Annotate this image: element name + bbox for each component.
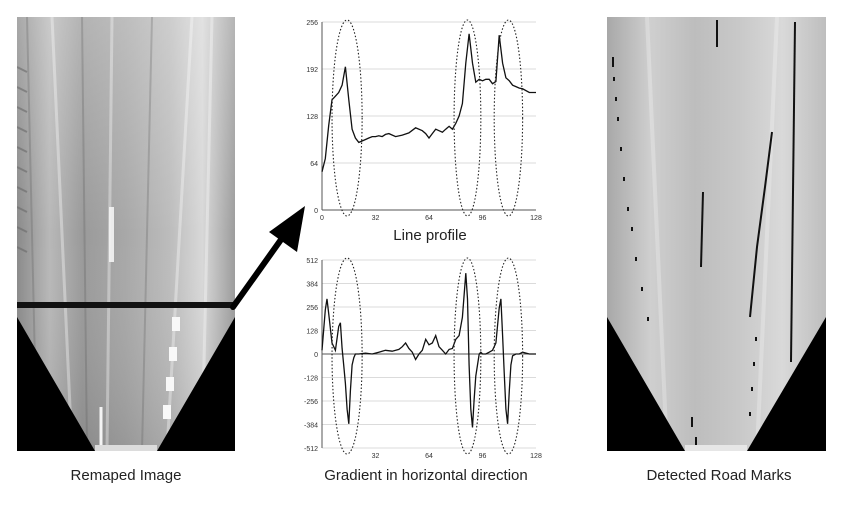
- highlight-ellipse: [453, 257, 482, 455]
- arrow: [230, 206, 305, 310]
- highlight-ellipse: [453, 19, 482, 217]
- y-tick-label: 64: [310, 161, 318, 168]
- x-tick-label: 32: [372, 215, 380, 222]
- x-tick-label: 64: [425, 453, 433, 460]
- data-line: [321, 33, 536, 172]
- remapped-image: [17, 17, 235, 451]
- x-tick-label: 96: [479, 215, 487, 222]
- x-tick-label: 0: [320, 215, 324, 222]
- gradient-caption: Gradient in horizontal direction: [324, 467, 528, 484]
- x-tick-label: 128: [530, 215, 542, 222]
- x-tick-label: 96: [479, 453, 487, 460]
- x-tick-label: 128: [530, 453, 542, 460]
- line-profile-title: Line profile: [393, 227, 467, 244]
- y-tick-label: -256: [304, 399, 318, 406]
- x-tick-label: 64: [425, 215, 433, 222]
- y-tick-label: 256: [306, 20, 318, 27]
- y-tick-label: -384: [304, 423, 318, 430]
- highlight-ellipse: [331, 19, 363, 217]
- remapped-image-caption: Remaped Image: [70, 467, 182, 484]
- line-profile-chart: 0 64 128 192 256 0 32 64 96 128: [306, 19, 542, 222]
- detected-road-marks-caption: Detected Road Marks: [646, 467, 792, 484]
- data-line: [321, 273, 536, 428]
- highlight-ellipse: [493, 19, 524, 217]
- y-tick-label: 256: [306, 305, 318, 312]
- y-tick-label: -128: [304, 376, 318, 383]
- y-tick-label: 512: [306, 258, 318, 265]
- highlight-ellipse: [493, 257, 524, 455]
- highlight-ellipse: [331, 257, 363, 455]
- gradient-chart: 512 384 256 128 0 -128 -256 -384 -512 32 64 96 128: [304, 257, 542, 460]
- y-tick-label: 0: [314, 352, 318, 359]
- y-tick-label: 128: [306, 114, 318, 121]
- x-tick-label: 32: [372, 453, 380, 460]
- detected-road-marks-image: [607, 17, 826, 451]
- y-tick-label: 384: [306, 282, 318, 289]
- y-tick-label: 128: [306, 329, 318, 336]
- y-tick-label: -512: [304, 446, 318, 453]
- y-tick-label: 0: [314, 208, 318, 215]
- y-tick-label: 192: [306, 67, 318, 74]
